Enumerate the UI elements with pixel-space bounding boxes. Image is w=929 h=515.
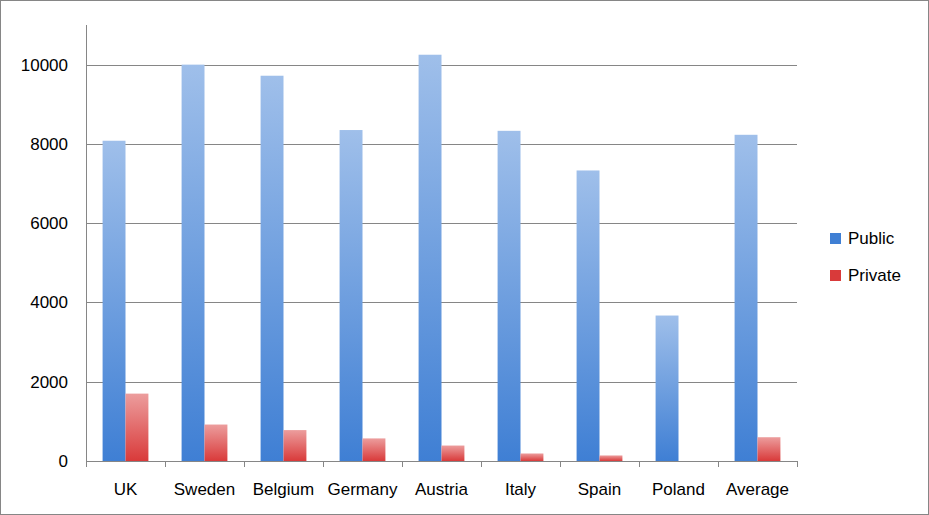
x-tick-mark bbox=[481, 461, 482, 467]
x-tick-label: Italy bbox=[505, 480, 537, 499]
bar bbox=[103, 141, 126, 461]
bar bbox=[261, 76, 284, 461]
bar bbox=[340, 130, 363, 461]
x-tick-mark bbox=[797, 461, 798, 467]
x-tick-label: Sweden bbox=[174, 480, 235, 499]
chart-svg: 0 2000 4000 6000 8000 10000 UK Sweden Belgium Ger… bbox=[0, 0, 929, 515]
x-tick-label: Average bbox=[726, 480, 789, 499]
bar bbox=[126, 394, 149, 461]
chart-container: 0 2000 4000 6000 8000 10000 UK Sweden Belgium Ger… bbox=[0, 0, 929, 515]
bar bbox=[284, 430, 307, 461]
x-tick-label: Austria bbox=[415, 480, 468, 499]
x-tick-label: UK bbox=[114, 480, 138, 499]
bar bbox=[521, 453, 544, 461]
chart-frame bbox=[1, 1, 929, 515]
x-tick-label: Germany bbox=[328, 480, 398, 499]
y-tick-label: 2000 bbox=[30, 373, 68, 392]
x-tick-label: Poland bbox=[652, 480, 705, 499]
bar bbox=[735, 135, 758, 461]
grid-line bbox=[86, 461, 797, 462]
y-axis-line bbox=[86, 25, 87, 461]
y-tick-label: 0 bbox=[59, 452, 68, 471]
y-tick-label: 8000 bbox=[30, 135, 68, 154]
y-tick-label: 10000 bbox=[21, 56, 68, 75]
legend-label: Private bbox=[848, 266, 901, 285]
x-tick-mark bbox=[323, 461, 324, 467]
legend-swatch bbox=[830, 270, 841, 281]
bars bbox=[103, 55, 781, 461]
x-tick-mark bbox=[402, 461, 403, 467]
bar bbox=[577, 170, 600, 461]
bar bbox=[600, 455, 623, 461]
bar bbox=[656, 316, 679, 461]
x-axis-line bbox=[86, 461, 797, 462]
bar bbox=[182, 65, 205, 461]
x-tick-label: Belgium bbox=[253, 480, 314, 499]
legend-swatch bbox=[830, 233, 841, 244]
bar bbox=[205, 425, 228, 461]
bar bbox=[498, 131, 521, 461]
legend-label: Public bbox=[848, 229, 895, 248]
y-tick-label: 4000 bbox=[30, 293, 68, 312]
bar bbox=[442, 446, 465, 461]
bar bbox=[363, 438, 386, 461]
x-tick-mark bbox=[86, 461, 87, 467]
x-tick-label: Spain bbox=[578, 480, 621, 499]
x-tick-mark bbox=[718, 461, 719, 467]
x-tick-mark bbox=[165, 461, 166, 467]
x-tick-mark bbox=[560, 461, 561, 467]
x-tick-mark bbox=[639, 461, 640, 467]
bar bbox=[419, 55, 442, 461]
bar bbox=[679, 461, 702, 462]
x-tick-mark bbox=[244, 461, 245, 467]
y-tick-label: 6000 bbox=[30, 214, 68, 233]
bar bbox=[758, 437, 781, 461]
